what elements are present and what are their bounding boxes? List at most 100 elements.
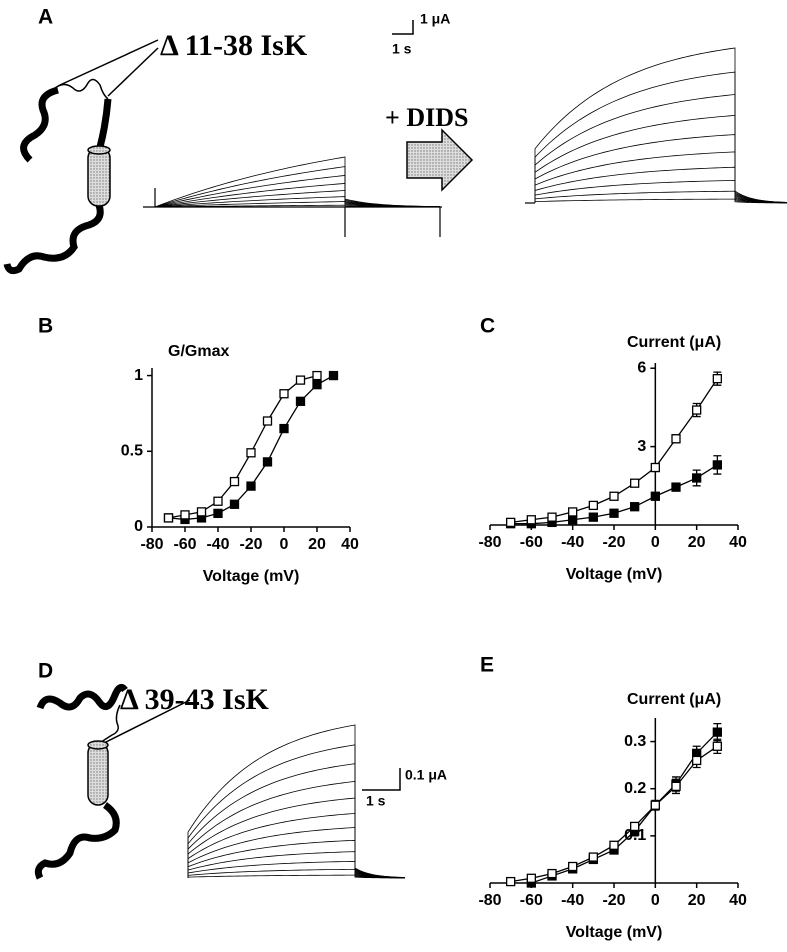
x-tick-label: 40 [729,534,747,551]
data-point [246,481,256,491]
channel-cartoon [3,39,159,275]
data-point [609,840,619,850]
data-point [692,405,702,415]
data-point [568,861,578,872]
data-point [262,457,273,467]
current-trace [534,47,787,203]
x-axis-label: Voltage (mV) [566,924,663,941]
data-point [650,462,660,473]
data-point [547,512,557,522]
scale-bar [392,20,414,35]
scale-label: 1 μA [420,11,450,27]
data-point [229,499,240,509]
y-tick-label: 0.2 [624,780,646,797]
data-point [588,852,598,862]
data-point [279,389,289,399]
y-tick-label: 6 [637,359,646,376]
current-trace [154,166,441,208]
data-point [650,800,660,810]
x-tick-label: 0 [651,534,660,551]
x-axis-label: Voltage (mV) [566,566,663,583]
x-axis-label: Voltage (mV) [203,568,300,585]
data-point [526,515,536,525]
x-tick-label: -60 [173,536,196,553]
data-point [213,508,223,519]
data-point [229,476,240,487]
data-point [671,482,681,492]
current-trace [154,156,441,208]
data-point [692,473,702,483]
panel-letter: E [480,654,494,677]
data-point [196,507,207,517]
series-line [168,374,318,519]
x-tick-label: -60 [520,892,543,909]
trace-frame [143,188,535,237]
x-tick-label: 20 [688,534,706,551]
data-point [568,515,578,525]
data-point [630,502,640,512]
data-point [312,380,322,390]
y-axis-label: G/Gmax [168,343,229,360]
treatment-label: + DIDS [385,103,468,132]
panel-letter: A [38,6,53,29]
data-point [506,876,516,887]
data-point [609,508,619,518]
data-point [630,478,640,488]
data-point [588,500,598,511]
y-tick-label: 0.5 [121,443,143,460]
data-point [692,755,702,766]
x-tick-label: -40 [561,534,584,551]
data-point [568,507,578,517]
data-point [609,491,619,501]
current-trace [187,763,406,878]
data-point [712,460,722,470]
data-point [279,423,289,434]
data-point [630,821,640,832]
x-tick-label: -20 [602,892,625,909]
y-axis-label: Current (μA) [627,334,721,351]
x-tick-label: -20 [602,534,625,551]
data-point [163,513,174,523]
current-trace [534,151,787,204]
data-point [246,448,256,458]
data-point [671,434,681,444]
current-trace [534,94,787,203]
x-tick-label: -60 [520,534,543,551]
construct-label: Δ 39-43 IsK [120,683,269,716]
data-point [671,781,681,792]
x-tick-label: -80 [478,892,501,909]
y-axis-label: Current (μA) [627,691,721,708]
x-tick-label: 20 [688,892,706,909]
x-tick-label: -20 [239,536,262,553]
current-trace [187,724,406,878]
x-tick-label: -40 [206,536,229,553]
data-point [547,868,557,879]
current-trace [534,114,787,203]
current-trace [187,851,406,879]
data-point [506,517,516,528]
scale-bar [362,768,401,791]
current-trace [187,744,406,878]
current-trace [187,797,406,879]
panel-letter: D [38,660,53,683]
scale-label: 1 s [366,793,386,809]
x-tick-label: 40 [729,892,747,909]
x-tick-label: 0 [651,892,660,909]
y-tick-label: 1 [134,367,143,384]
data-point [650,491,660,501]
series-line [168,375,334,521]
data-point [213,496,223,506]
data-point [295,396,306,406]
series-line [510,745,718,883]
x-tick-label: -80 [140,536,163,553]
construct-label: Δ 11-38 IsK [160,29,308,62]
arrow [406,128,474,192]
panel-letter: B [38,315,53,338]
data-point [180,510,190,520]
data-point [712,727,722,737]
data-point [328,370,339,381]
data-point [295,375,306,385]
data-point [526,873,536,883]
current-trace [187,839,406,879]
